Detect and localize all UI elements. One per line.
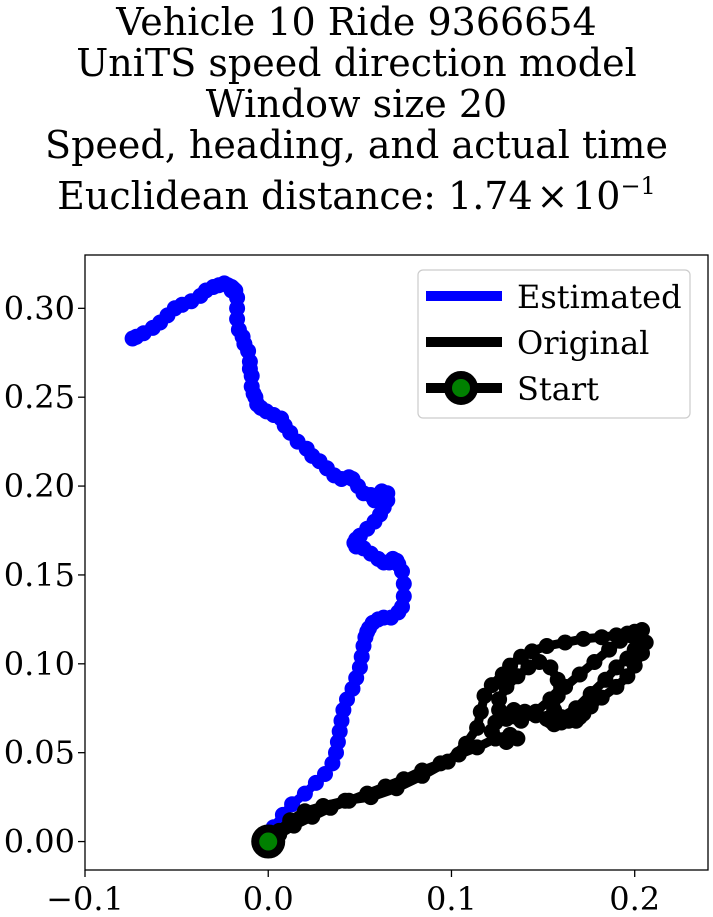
series-estimated (124, 275, 412, 850)
data-point-original (557, 634, 574, 651)
data-point-original (634, 645, 650, 662)
x-tick-label: 0.2 (609, 880, 660, 917)
series-layer (124, 275, 654, 859)
data-point-original (608, 659, 625, 676)
title-line-2: UniTS speed direction model (76, 41, 637, 85)
data-point-original (557, 678, 574, 695)
data-point-original (359, 785, 376, 802)
legend: Estimated Original Start (417, 269, 691, 419)
data-point-original (432, 755, 449, 772)
y-tick-label: 0.10 (4, 645, 75, 683)
data-point-original (634, 622, 650, 638)
data-point-original (520, 659, 537, 676)
data-point-original (483, 677, 500, 694)
data-point-original (322, 799, 339, 816)
data-point-original (395, 771, 412, 788)
title-line-1: Vehicle 10 Ride 9366654 (116, 0, 597, 44)
data-point-original (472, 703, 489, 720)
y-tick-label: 0.25 (4, 378, 75, 416)
data-point-original (509, 668, 526, 685)
chart-title: Vehicle 10 Ride 9366654 UniTS speed dire… (0, 2, 713, 217)
data-point-original (469, 739, 486, 756)
data-point-original (542, 691, 559, 708)
data-point-estimated (395, 588, 412, 605)
data-point-original (575, 630, 592, 647)
data-point-estimated (296, 785, 313, 802)
y-tick-label: 0.05 (4, 734, 75, 772)
distance-prefix: Euclidean distance: 1.74 (57, 174, 533, 218)
data-point-original (619, 668, 636, 685)
legend-original-label: Original (517, 324, 649, 362)
x-tick-label: 0.1 (426, 880, 477, 917)
data-point-original (502, 726, 519, 743)
title-line-4: Speed, heading, and actual time (45, 123, 668, 167)
data-point-original (593, 629, 610, 646)
title-line-3: Window size 20 (205, 82, 508, 126)
title-line-5: Euclidean distance: 1.74 × 10−1 (0, 166, 713, 217)
data-point-estimated (395, 575, 412, 592)
series-original (260, 622, 654, 850)
data-point-original (487, 730, 504, 747)
start-marker (251, 824, 286, 859)
data-point-original (414, 762, 431, 779)
data-point-estimated (284, 796, 301, 813)
data-point-original (304, 808, 321, 825)
distance-exponent: −1 (620, 172, 656, 200)
legend-start-label: Start (517, 370, 599, 408)
legend-estimated-label: Estimated (517, 278, 682, 316)
data-point-original (340, 792, 357, 809)
y-tick-label: 0.20 (4, 467, 75, 505)
distance-times: × (536, 174, 569, 218)
data-point-original (498, 678, 515, 695)
data-point-original (608, 678, 625, 695)
data-point-original (571, 666, 588, 683)
distance-base: 10 (572, 174, 621, 218)
data-point-original (377, 778, 394, 795)
data-point-original (538, 638, 555, 654)
axis-ticks: −0.1 0.0 0.1 0.2 0.00 0.05 0.10 0.15 0.20 0.25 0.3… (4, 289, 660, 917)
y-tick-label: 0.00 (4, 823, 75, 861)
y-tick-label: 0.15 (4, 556, 75, 594)
data-point-original (601, 641, 618, 658)
y-tick-label: 0.30 (4, 289, 75, 327)
data-point-original (586, 654, 603, 670)
data-point-original (593, 689, 610, 706)
series-line-estimated (128, 278, 409, 847)
x-tick-label: 0.0 (243, 880, 294, 917)
data-point-original (450, 746, 467, 763)
data-point-original (469, 719, 486, 736)
data-point-original (285, 817, 302, 834)
plot-frame (84, 254, 709, 871)
legend-start-swatch-marker (444, 371, 478, 405)
x-tick-label: −0.1 (46, 880, 124, 917)
data-point-estimated (124, 330, 141, 347)
legend-box (417, 269, 691, 419)
